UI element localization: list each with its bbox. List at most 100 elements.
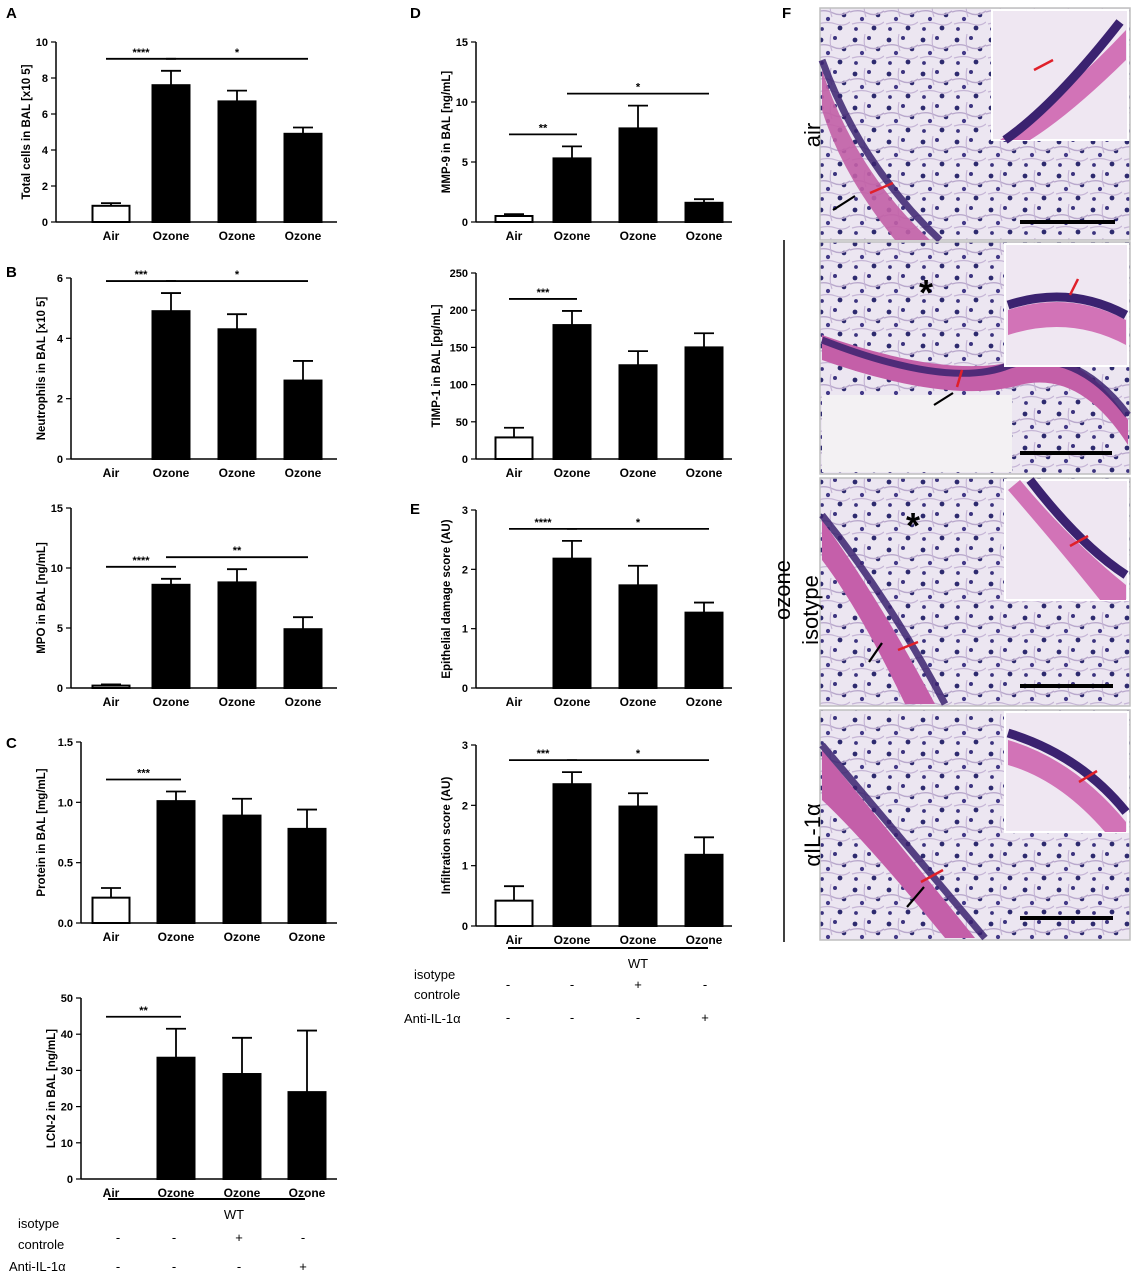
x-tick-label: Ozone xyxy=(285,229,322,243)
y-tick-label: 0.5 xyxy=(58,858,73,870)
micrograph-anti-il1a: αIL-1α xyxy=(800,709,1131,941)
bar xyxy=(552,557,592,689)
x-tick-label: Ozone xyxy=(554,466,591,480)
y-tick-label: 10 xyxy=(36,37,48,49)
bar xyxy=(494,215,534,223)
y-tick-label: 3 xyxy=(462,740,468,752)
y-tick-label: 20 xyxy=(61,1102,73,1114)
bar xyxy=(287,827,327,925)
y-tick-label: 30 xyxy=(61,1065,73,1077)
histology-panel: ozone air * xyxy=(770,7,1131,942)
significance-label: ** xyxy=(139,1005,148,1017)
wt-label: WT xyxy=(628,956,648,971)
anti-il1a-label: αIL-1α xyxy=(800,803,825,867)
micrograph-isotype: * isotype xyxy=(798,477,1131,707)
wt-label: WT xyxy=(224,1207,244,1222)
y-axis-title: Neutrophils in BAL [x10 5] xyxy=(36,297,48,441)
x-tick-label: Ozone xyxy=(153,229,190,243)
chart-total-cells: 0 2 4 6 8 10 Total cells in BAL [x10 5] Air Ozon… xyxy=(21,37,337,243)
bar xyxy=(618,805,658,927)
y-tick-label: 0 xyxy=(462,683,468,695)
row-isotype-label-2: controle xyxy=(18,1237,64,1252)
ozone-label: ozone xyxy=(770,560,795,620)
y-tick-label: 5 xyxy=(57,623,63,635)
row1-mark-4: - xyxy=(703,977,707,992)
panel-label-a: A xyxy=(6,5,17,22)
x-tick-label: Air xyxy=(506,695,523,709)
y-tick-label: 2 xyxy=(462,800,468,812)
y-tick-label: 8 xyxy=(42,73,48,85)
x-tick-label: Air xyxy=(103,466,120,480)
y-tick-label: 40 xyxy=(61,1029,73,1041)
significance-label: **** xyxy=(534,517,552,529)
bar xyxy=(151,310,191,460)
panel-label-b: B xyxy=(6,264,17,281)
bar xyxy=(222,814,262,925)
x-tick-label: Ozone xyxy=(219,466,256,480)
y-axis-title: MPO in BAL [ng/mL] xyxy=(36,542,48,654)
y-tick-label: 1.5 xyxy=(58,737,73,749)
y-tick-label: 10 xyxy=(456,97,468,109)
significance-label: *** xyxy=(537,748,551,760)
x-tick-label: Ozone xyxy=(219,229,256,243)
y-tick-label: 2 xyxy=(462,564,468,576)
significance-label: ** xyxy=(233,545,242,557)
y-tick-label: 250 xyxy=(450,268,468,280)
air-label: air xyxy=(800,123,825,147)
x-tick-label: Ozone xyxy=(554,933,591,947)
y-tick-label: 2 xyxy=(42,181,48,193)
x-tick-label: Ozone xyxy=(158,1186,195,1200)
y-tick-label: 15 xyxy=(456,37,468,49)
x-tick-label: Air xyxy=(103,1186,120,1200)
row-isotype-label-1: isotype xyxy=(414,967,455,982)
row1-mark-1: - xyxy=(506,977,510,992)
group-annotation-middle: WT isotype controle Anti-IL-1α - - + - -… xyxy=(404,947,709,1026)
row1-mark-3: + xyxy=(634,977,642,992)
y-tick-label: 4 xyxy=(57,333,64,345)
y-tick-label: 50 xyxy=(456,417,468,429)
x-tick-label: Ozone xyxy=(224,1186,261,1200)
row2-mark-1: - xyxy=(506,1010,510,1025)
chart-protein: 0.0 0.5 1.0 1.5 Protein in BAL [mg/mL] Air Ozo… xyxy=(36,737,337,944)
bar xyxy=(684,201,724,224)
bar xyxy=(287,1091,327,1180)
y-tick-label: 6 xyxy=(57,273,63,285)
x-tick-label: Air xyxy=(506,466,523,480)
bar xyxy=(618,127,658,223)
row-anti-il1a-label: Anti-IL-1α xyxy=(9,1259,66,1273)
isotype-label: isotype xyxy=(798,575,823,645)
x-tick-label: Ozone xyxy=(285,695,322,709)
row2-mark-4: + xyxy=(299,1259,307,1273)
row2-mark-1: - xyxy=(116,1259,120,1273)
row2-mark-3: - xyxy=(237,1259,241,1273)
y-tick-label: 50 xyxy=(61,993,73,1005)
bar xyxy=(156,1056,196,1180)
y-tick-label: 100 xyxy=(450,380,468,392)
x-tick-label: Ozone xyxy=(620,466,657,480)
group-annotation-left: WT isotype controle Anti-IL-1α - - + - -… xyxy=(9,1198,307,1273)
y-tick-label: 10 xyxy=(61,1138,73,1150)
row2-mark-3: - xyxy=(636,1010,640,1025)
y-tick-label: 150 xyxy=(450,342,468,354)
row2-mark-2: - xyxy=(570,1010,574,1025)
significance-label: * xyxy=(235,47,240,59)
significance-label: *** xyxy=(537,287,551,299)
y-axis-title: TIMP-1 in BAL [pg/mL] xyxy=(431,304,443,427)
x-tick-label: Air xyxy=(506,229,523,243)
panel-label-c: C xyxy=(6,735,17,752)
significance-label: * xyxy=(235,269,240,281)
x-tick-label: Ozone xyxy=(554,695,591,709)
y-tick-label: 0 xyxy=(462,217,468,229)
row1-mark-2: - xyxy=(570,977,574,992)
y-tick-label: 5 xyxy=(462,157,468,169)
x-tick-label: Air xyxy=(103,695,120,709)
x-tick-label: Ozone xyxy=(224,930,261,944)
y-tick-label: 0 xyxy=(42,217,48,229)
y-tick-label: 1 xyxy=(462,861,468,873)
row-isotype-label-2: controle xyxy=(414,987,460,1002)
y-tick-label: 0 xyxy=(462,454,468,466)
bar xyxy=(222,1073,262,1181)
significance-label: * xyxy=(636,82,641,94)
y-tick-label: 200 xyxy=(450,305,468,317)
